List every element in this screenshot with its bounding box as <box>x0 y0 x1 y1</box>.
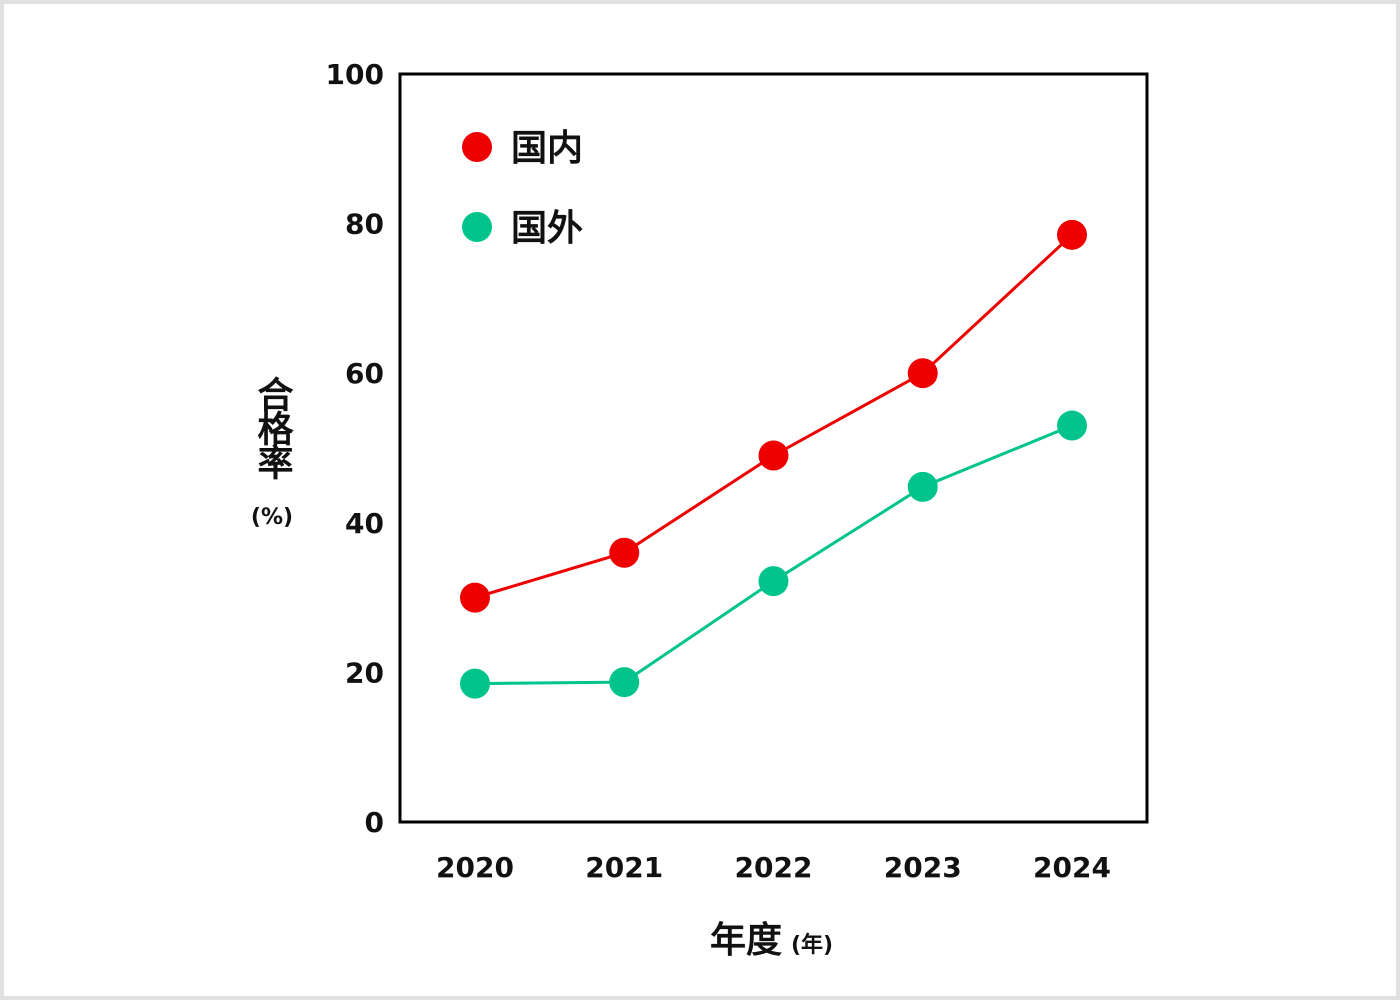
legend-label: 国内 <box>511 128 583 169</box>
series-2 <box>460 410 1087 699</box>
series-layer <box>460 219 1087 699</box>
y-axis-title: 合格率 (%) <box>251 376 294 530</box>
series-line <box>474 233 1074 600</box>
legend-marker <box>462 132 492 162</box>
series-1 <box>460 219 1087 613</box>
data-point <box>907 471 938 502</box>
x-tick-label: 2024 <box>1033 851 1111 884</box>
x-axis-ticks: 2020 2021 2022 2023 2024 <box>436 851 1111 884</box>
x-tick-label: 2023 <box>884 851 962 884</box>
data-point <box>609 537 640 568</box>
legend-item: 国外 <box>462 208 583 249</box>
legend-label: 国外 <box>511 208 583 249</box>
y-tick-label: 0 <box>365 806 384 839</box>
data-point <box>1057 219 1087 250</box>
x-axis-unit: (年) <box>791 932 833 958</box>
y-tick-label: 20 <box>345 656 384 689</box>
y-tick-label: 100 <box>326 58 384 91</box>
legend-marker <box>462 212 492 242</box>
data-point <box>758 440 789 471</box>
x-axis-label: 年度 <box>710 920 782 961</box>
data-point <box>460 582 490 613</box>
data-point <box>460 668 490 699</box>
y-axis-label: 合格率 <box>252 376 294 480</box>
y-axis-unit: (%) <box>251 505 293 530</box>
data-point <box>1057 410 1087 441</box>
y-tick-label: 60 <box>345 357 384 390</box>
plot-border <box>398 72 1149 824</box>
plot-area <box>398 72 1149 824</box>
y-tick-label: 80 <box>345 208 384 241</box>
data-point <box>907 358 938 389</box>
x-tick-label: 2020 <box>436 851 514 884</box>
data-point <box>609 667 640 698</box>
data-point <box>758 566 789 597</box>
y-tick-label: 40 <box>345 507 384 540</box>
legend-item: 国内 <box>462 128 583 169</box>
chart-frame: 0 20 40 60 80 100 2020 2021 2022 2023 2024 国内国外 合… <box>4 4 1396 996</box>
y-axis-ticks: 0 20 40 60 80 100 <box>326 58 384 839</box>
x-axis-title: 年度 (年) <box>710 920 833 961</box>
x-tick-label: 2021 <box>585 851 663 884</box>
x-tick-label: 2022 <box>735 851 813 884</box>
